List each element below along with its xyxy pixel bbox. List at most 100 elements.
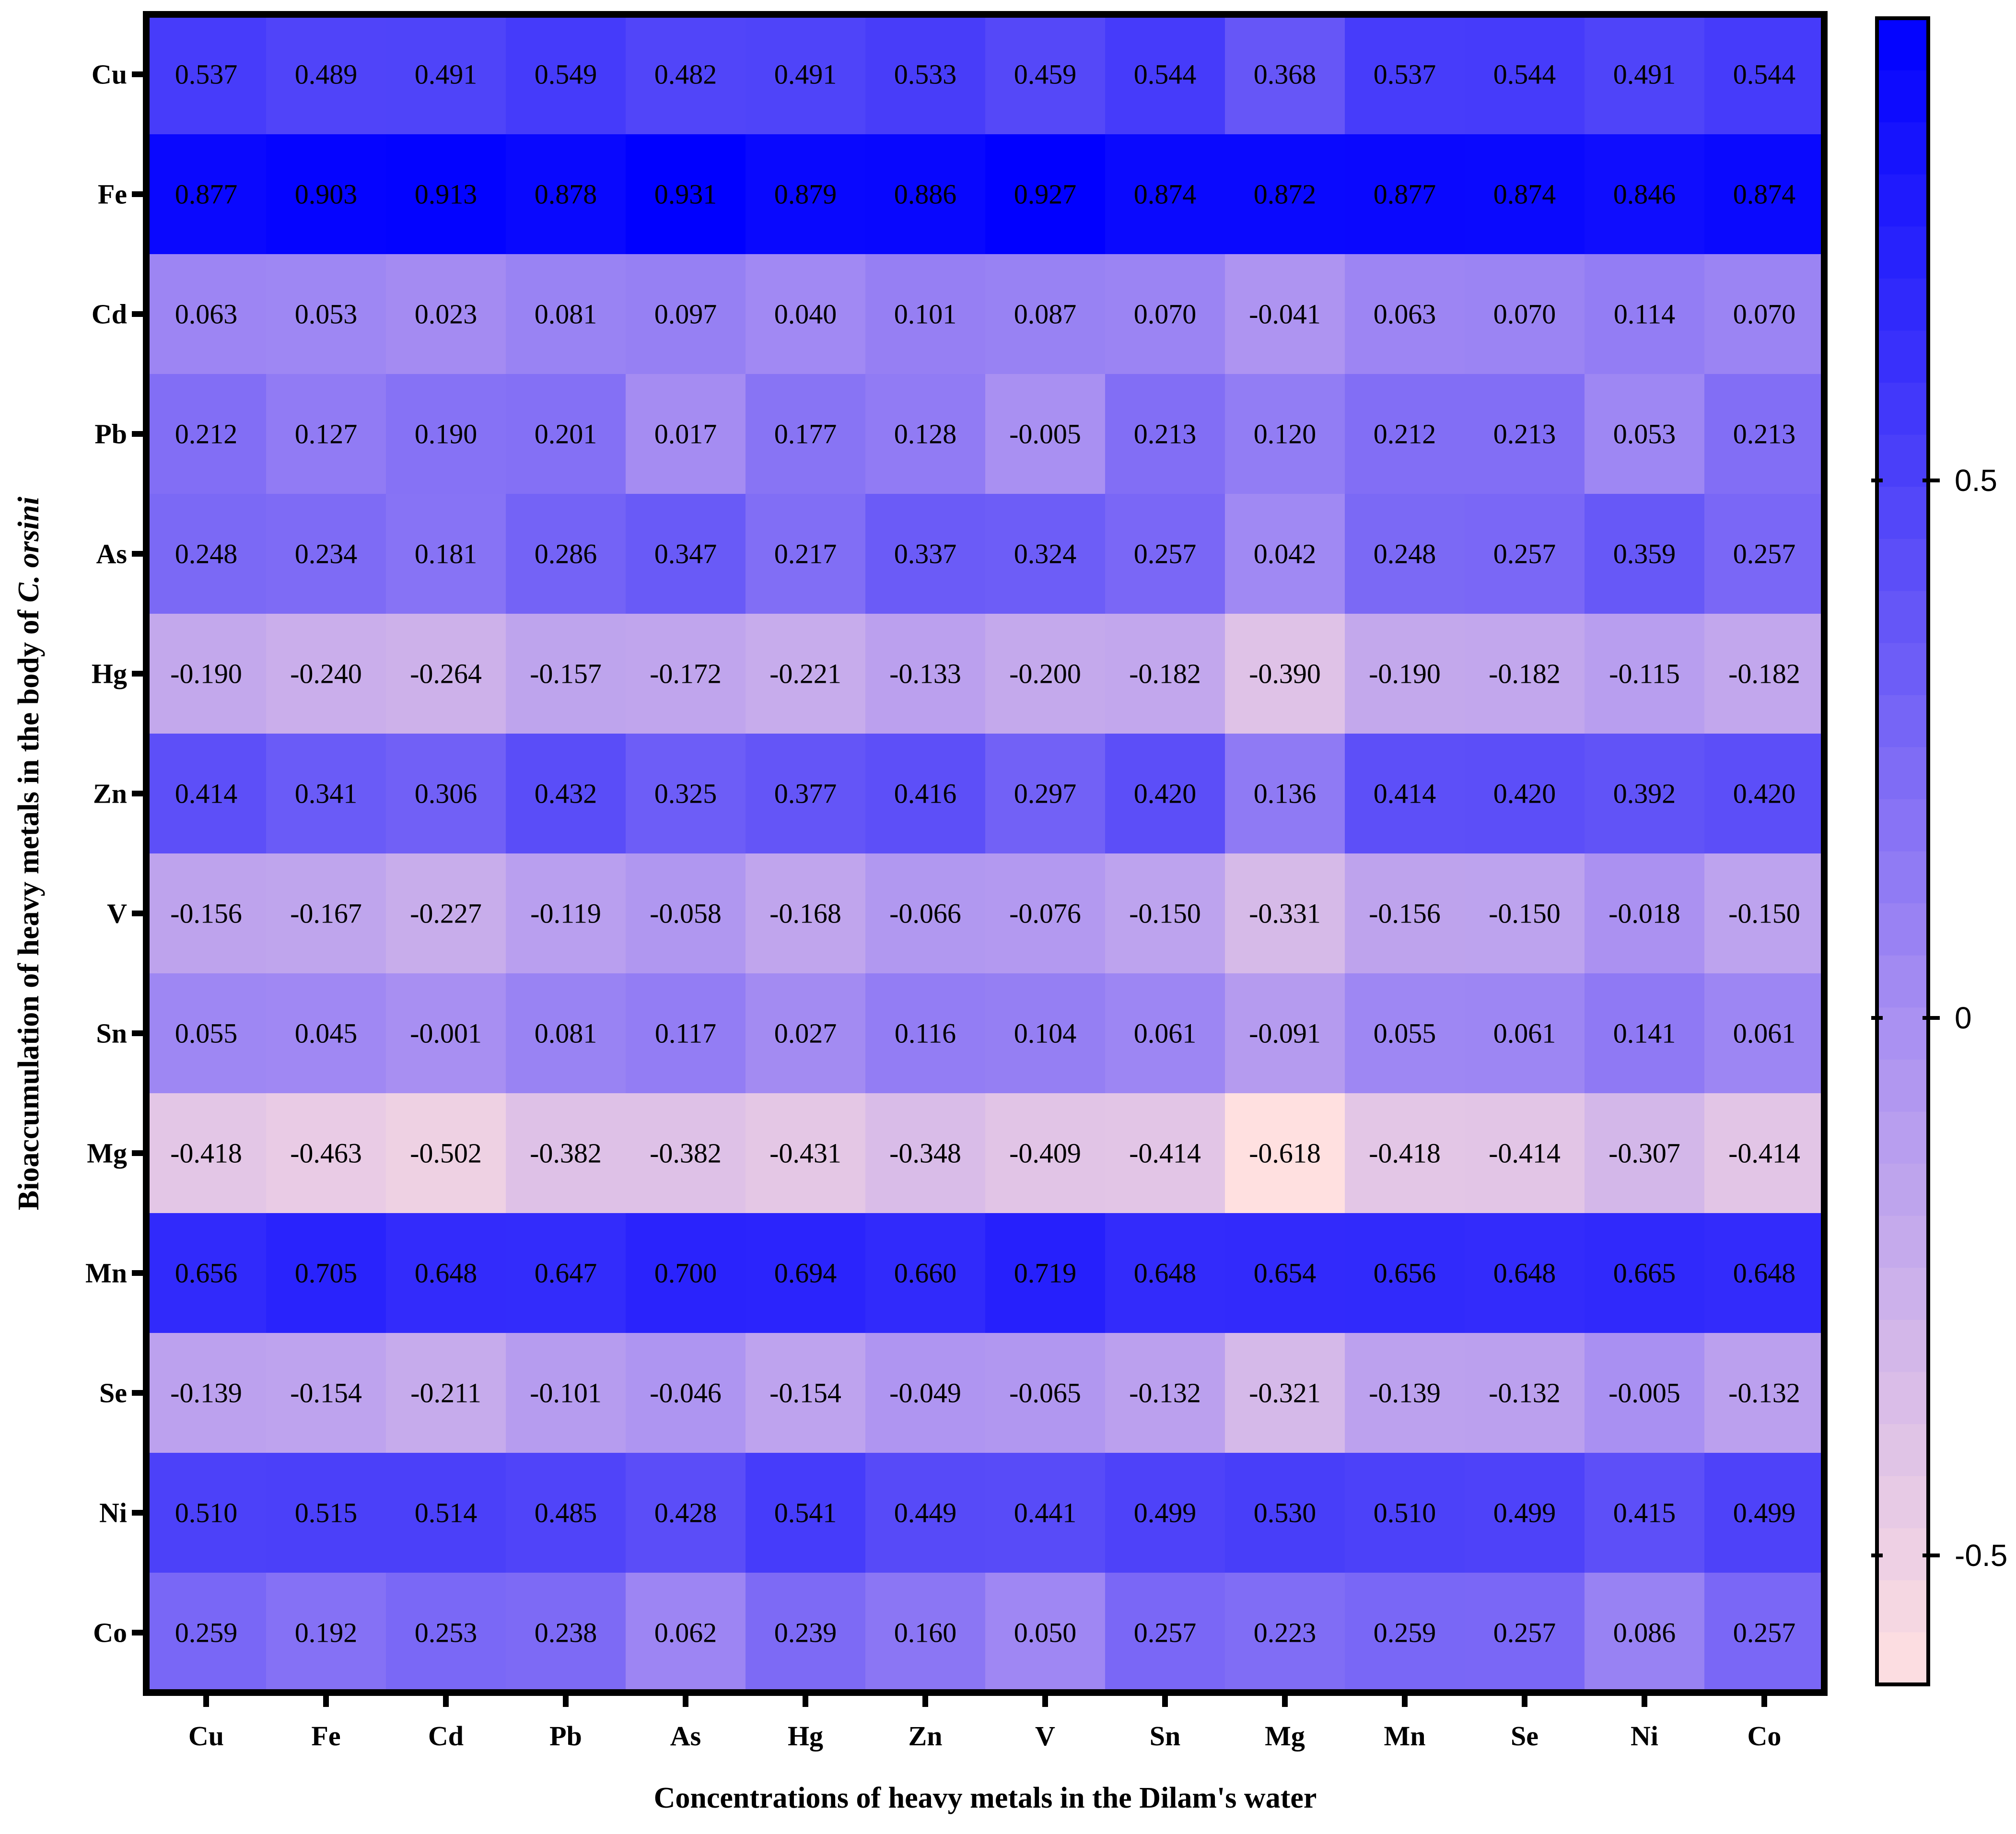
cell-value-label: 0.055	[175, 1018, 238, 1049]
heatmap-cell	[386, 374, 506, 494]
heatmap-cell	[985, 853, 1106, 974]
x-axis-label: Concentrations of heavy metals in the Di…	[654, 1782, 1317, 1814]
colorbar-band	[1877, 903, 1928, 956]
y-tick-label: Ni	[99, 1497, 127, 1529]
heatmap-cell	[746, 1573, 866, 1693]
cell-value-label: 0.499	[1733, 1497, 1796, 1529]
cell-value-label: 0.201	[535, 419, 597, 450]
cell-value-label: 0.234	[295, 538, 358, 570]
colorbar-band	[1877, 643, 1928, 696]
heatmap-cell	[626, 1573, 746, 1693]
cell-value-label: 0.217	[774, 538, 837, 570]
cell-value-label: 0.544	[1493, 59, 1556, 90]
cell-value-label: -0.154	[769, 1378, 841, 1409]
cell-value-label: -0.132	[1489, 1378, 1561, 1409]
cell-value-label: 0.499	[1493, 1497, 1556, 1529]
heatmap-cell	[1105, 134, 1225, 255]
cell-value-label: -0.418	[1369, 1138, 1441, 1169]
x-tick-label: Mg	[1265, 1720, 1305, 1752]
cell-value-label: 0.878	[535, 179, 597, 210]
heatmap-cell	[1105, 1573, 1225, 1693]
y-axis-label-species: C. orsini	[12, 497, 45, 603]
cell-value-label: 0.544	[1134, 59, 1197, 90]
cell-value-label: -0.132	[1129, 1378, 1201, 1409]
heatmap-cell	[1345, 1093, 1465, 1214]
heatmap-cell	[266, 614, 386, 734]
heatmap-cell	[506, 14, 626, 135]
cell-value-label: 0.213	[1134, 419, 1197, 450]
heatmap-cell	[1225, 494, 1345, 614]
heatmap-cell	[746, 1333, 866, 1453]
colorbar-band	[1877, 1111, 1928, 1164]
cell-value-label: -0.321	[1249, 1378, 1321, 1409]
heatmap-cell	[386, 1093, 506, 1214]
cell-value-label: 0.377	[774, 778, 837, 809]
cell-value-label: -0.182	[1489, 658, 1561, 689]
cell-value-label: 0.414	[175, 778, 238, 809]
cell-value-label: -0.240	[290, 658, 362, 689]
cell-value-label: 0.117	[655, 1018, 716, 1049]
cell-value-label: 0.913	[415, 179, 478, 210]
heatmap-cell	[626, 853, 746, 974]
heatmap-cell	[865, 614, 986, 734]
heatmap-cell	[386, 1213, 506, 1333]
cell-value-label: -0.168	[769, 898, 841, 929]
heatmap-cell	[386, 494, 506, 614]
colorbar-band	[1877, 1215, 1928, 1268]
cell-value-label: -0.167	[290, 898, 362, 929]
heatmap-cell	[865, 14, 986, 135]
cell-value-label: 0.257	[1134, 1617, 1197, 1648]
cell-value-label: 0.705	[295, 1258, 358, 1289]
heatmap-cell	[985, 14, 1106, 135]
cell-value-label: 0.081	[535, 1018, 597, 1049]
heatmap-cell	[146, 1453, 267, 1573]
cell-value-label: -0.150	[1489, 898, 1561, 929]
cell-value-label: 0.656	[175, 1258, 238, 1289]
heatmap-cell	[1225, 374, 1345, 494]
x-tick-label: As	[670, 1720, 701, 1752]
cell-value-label: 0.070	[1493, 299, 1556, 330]
cell-value-label: 0.537	[1374, 59, 1436, 90]
cell-value-label: -0.132	[1728, 1378, 1800, 1409]
heatmap-cell	[1465, 14, 1585, 135]
x-tick-label: Fe	[311, 1720, 340, 1752]
cell-value-label: 0.368	[1254, 59, 1317, 90]
colorbar-band	[1877, 1164, 1928, 1216]
heatmap-cell	[1704, 1213, 1825, 1333]
heatmap-cell	[985, 1573, 1106, 1693]
heatmap-cell	[266, 494, 386, 614]
plot-frame	[143, 11, 1828, 1696]
x-tick-label: Ni	[1631, 1720, 1658, 1752]
x-axis: Cu Fe Cd Pb As Hg Zn V Sn Mg Mn Se Ni Co	[188, 1693, 1781, 1752]
heatmap-cell	[1225, 853, 1345, 974]
heatmap-cell	[1704, 494, 1825, 614]
colorbar-band	[1877, 851, 1928, 904]
cell-value-label: 0.482	[654, 59, 717, 90]
heatmap-cell	[1345, 1333, 1465, 1453]
cell-value-label: -0.119	[530, 898, 601, 929]
heatmap-cell	[1225, 1573, 1345, 1693]
colorbar: 0.5 0 -0.5	[1871, 16, 2007, 1686]
heatmap-cell	[1585, 134, 1705, 255]
y-tick-label: Pb	[94, 419, 127, 450]
heatmap-cell	[1704, 1093, 1825, 1214]
heatmap-cell	[506, 1333, 626, 1453]
heatmap-cell	[985, 1453, 1106, 1573]
heatmap-cell	[506, 734, 626, 854]
cell-value-label: 0.514	[415, 1497, 478, 1529]
cell-value-label: 0.415	[1613, 1497, 1676, 1529]
cell-value-label: 0.874	[1733, 179, 1796, 210]
cell-value-label: 0.515	[295, 1497, 358, 1529]
heatmap-cell	[506, 1453, 626, 1573]
cell-value-label: 0.212	[1374, 419, 1436, 450]
cell-value-label: 0.877	[1374, 179, 1436, 210]
cell-value-label: -0.005	[1608, 1378, 1680, 1409]
heatmap-cell	[386, 254, 506, 374]
cell-value-label: 0.846	[1613, 179, 1676, 210]
heatmap-cell	[266, 734, 386, 854]
cell-value-label: 0.104	[1014, 1018, 1077, 1049]
heatmap-cell	[1105, 973, 1225, 1094]
colorbar-band	[1877, 174, 1928, 227]
heatmap-cell	[985, 1333, 1106, 1453]
cell-value-label: 0.537	[175, 59, 238, 90]
